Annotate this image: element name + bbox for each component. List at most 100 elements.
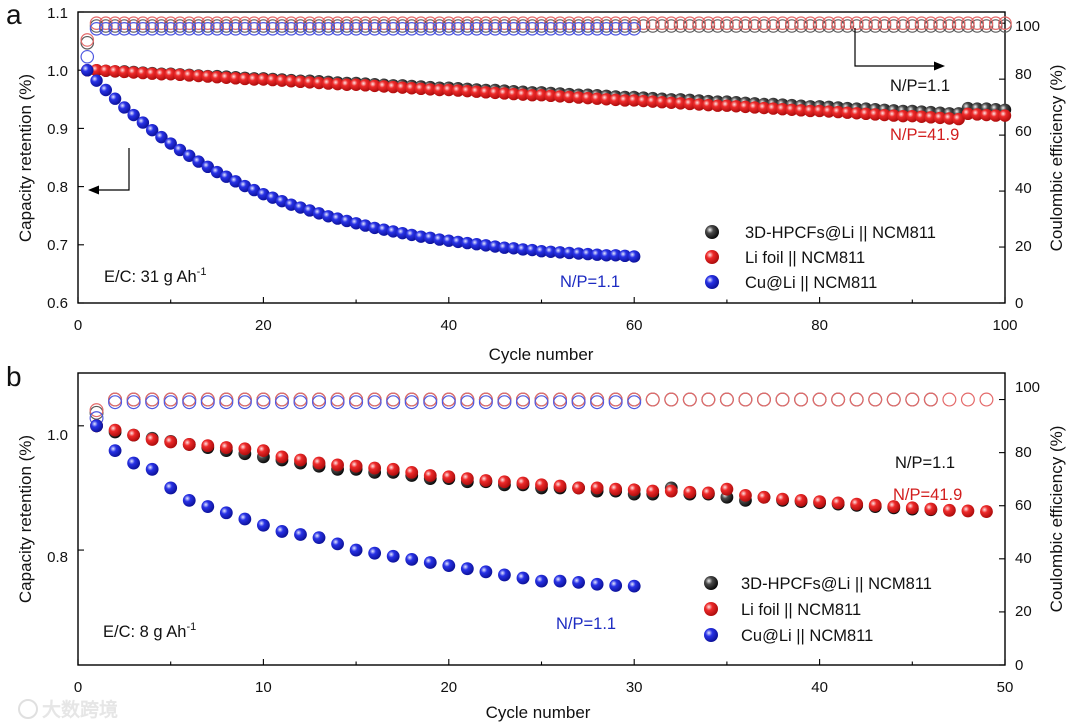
panel-b-ce-point-blue [312, 395, 327, 410]
panel-a-ce-point-black [868, 19, 883, 33]
panel-a-ce-point-black [479, 19, 493, 33]
panel-a-capacity-point-red [804, 104, 817, 118]
panel-a-capacity-point-red [590, 92, 604, 105]
panel-a-capacity-point-red [933, 111, 947, 125]
panel-a-ce-point-black [655, 19, 669, 33]
panel-b-legend-marker-blue [704, 628, 718, 642]
panel-b-capacity-point-red [813, 495, 826, 509]
panel-a-capacity-point-red [665, 96, 678, 109]
panel-a-capacity-point-red [563, 90, 576, 104]
panel-b-capacity-point-red [349, 459, 363, 473]
panel-b-capacity-point-red [164, 435, 178, 449]
panel-a-capacity-point-red [739, 100, 752, 114]
panel-a-capacity-point-red [210, 70, 224, 84]
panel-b-capacity-point-red [664, 484, 678, 498]
panel-a-capacity-point-blue [451, 235, 465, 249]
panel-a-ce-point-red [673, 16, 688, 30]
panel-a-ce-point-black [349, 19, 363, 33]
panel-a-ce-point-blue [414, 21, 428, 36]
panel-a-ce-point-black [506, 19, 521, 33]
panel-b-capacity-point-red [757, 490, 771, 504]
panel-a-ce-point-blue [488, 21, 502, 36]
panel-b-capacity-point-red [739, 488, 752, 502]
panel-a-ce-point-blue [516, 21, 530, 36]
panel-b-ylabel: Capacity retention (%) [16, 435, 35, 603]
panel-a-ce-point-black [775, 19, 790, 33]
panel-a-capacity-point-red [915, 110, 928, 123]
panel-a-capacity-point-blue [609, 249, 622, 262]
panel-b-capacity-point-red [720, 482, 734, 496]
panel-a-capacity-point-red [822, 105, 836, 118]
panel-a-ce-point-blue [432, 21, 447, 36]
panel-a-capacity-point-blue [461, 236, 474, 250]
panel-a-capacity-point-red [841, 106, 854, 119]
panel-b-ce-point-red [274, 392, 289, 407]
panel-a-capacity-point-red [581, 91, 595, 105]
panel-a-capacity-point-blue [386, 225, 400, 238]
panel-a-ce-point-red [951, 16, 966, 30]
panel-b-ce-point-blue [553, 395, 568, 410]
panel-a-capacity-point-blue [479, 239, 493, 252]
panel-a-ce-point-red [729, 16, 743, 30]
panel-b-y2tick-80: 80 [1015, 444, 1032, 461]
panel-b-ce-point-blue [627, 395, 642, 410]
panel-b-capacity-point-blue [627, 579, 641, 593]
panel-a-ce-point-black [441, 19, 456, 33]
panel-a-ce-point-blue [89, 21, 104, 36]
panel-b-capacity-point-red [498, 475, 511, 489]
panel-b-capacity-point-red [145, 433, 159, 446]
panel-a-ce-point-blue [247, 21, 261, 36]
panel-a-capacity-point-red [294, 75, 307, 89]
panel-a-ce-point-black [173, 19, 187, 33]
panel-a-capacity-point-blue [507, 242, 520, 255]
panel-a-xlabel: Cycle number [489, 345, 594, 364]
panel-b-capacity-point-blue [90, 419, 103, 433]
panel-b-ce-point-red [534, 392, 549, 407]
panel-a-capacity-point-blue [359, 219, 372, 232]
panel-b-ce-point-blue [367, 395, 382, 410]
panel-a-ce-point-red [664, 16, 679, 30]
panel-b-capacity-point-blue [553, 574, 567, 588]
panel-a-ce-point-black [200, 19, 215, 33]
panel-a-capacity-point-blue [322, 210, 335, 223]
panel-a-ce-point-red [775, 16, 790, 30]
panel-b-capacity-point-red [609, 482, 623, 496]
panel-a-ce-point-blue [182, 21, 197, 36]
panel-b-ce-point-red [423, 392, 438, 407]
panel-b-capacity-point-red [479, 474, 493, 487]
panel-a-ce-point-red [803, 16, 818, 30]
panel-a-ce-point-black [970, 19, 984, 33]
panel-a-ce-point-red [701, 16, 716, 30]
panel-a-np-red: N/P=41.9 [890, 126, 959, 144]
panel-a-ce-point-black [367, 19, 382, 33]
panel-b-capacity-point-blue [516, 571, 530, 585]
panel-a-capacity-point-red [405, 82, 418, 95]
watermark-logo-icon [18, 699, 38, 719]
panel-a-ce-point-black [822, 19, 836, 33]
panel-a-ce-point-red [747, 16, 762, 30]
panel-a-capacity-point-blue [516, 243, 530, 256]
panel-a-capacity-point-red [145, 67, 159, 80]
panel-b-ce-point-red [775, 392, 790, 407]
panel-b-ce-point-red [404, 392, 419, 407]
panel-a-capacity-point-blue [553, 246, 567, 259]
panel-a-ytick-0.6: 0.6 [47, 295, 68, 312]
panel-b-ce-point-red [200, 392, 215, 407]
panel-a-capacity-point-blue [220, 170, 233, 183]
panel-a-capacity-point-blue [628, 250, 641, 263]
panel-b-capacity-point-red [219, 441, 233, 454]
panel-a-capacity-point-blue [600, 249, 613, 262]
panel-a-ce-point-blue [590, 21, 604, 36]
panel-a-capacity-point-blue [145, 123, 159, 137]
panel-a-ce-point-red [683, 16, 697, 30]
panel-b-y2label: Coulombic efficiency (%) [1047, 426, 1066, 613]
panel-a-ce-point-red [849, 16, 864, 30]
panel-a-xtick-80: 80 [811, 317, 828, 334]
panel-a-ce-point-black [488, 19, 502, 33]
panel-a-capacity-point-blue [173, 143, 187, 157]
panel-b-ce-point-red [645, 392, 660, 407]
panel-a-capacity-point-blue [81, 63, 94, 77]
panel-b-capacity-point-red [776, 492, 789, 506]
panel-b-capacity-point-red [850, 497, 864, 511]
panel-b-capacity-point-red [238, 442, 252, 456]
